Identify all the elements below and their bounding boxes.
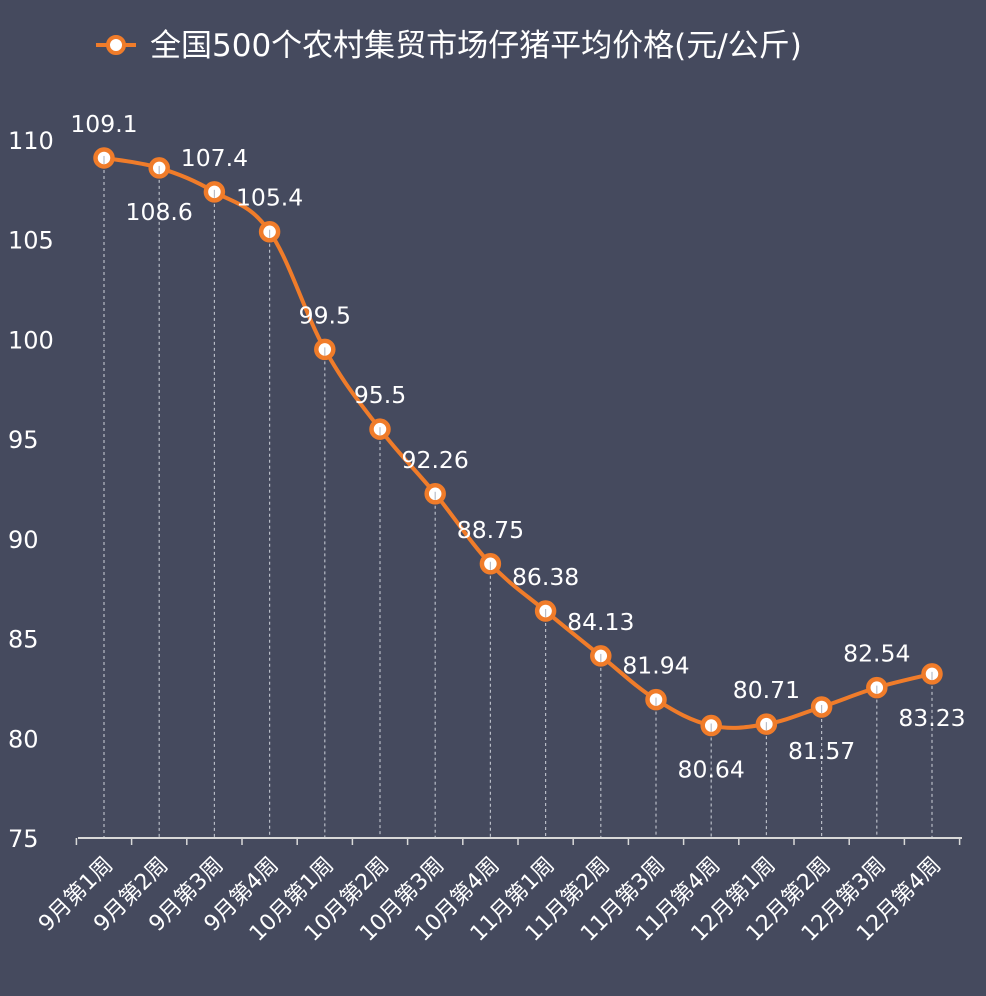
y-tick-label: 85 [8, 626, 39, 654]
chart-title: 全国500个农村集贸市场仔猪平均价格(元/公斤) [150, 28, 802, 64]
drop-lines [103, 157, 933, 838]
series-line [103, 155, 933, 730]
y-tick-label: 95 [8, 426, 39, 454]
data-label: 81.94 [622, 652, 689, 680]
legend-marker-swatch [106, 35, 126, 55]
y-tick-label: 105 [8, 227, 54, 255]
data-label: 99.5 [299, 301, 351, 329]
y-tick-label: 100 [8, 326, 54, 354]
data-label: 83.23 [898, 704, 965, 732]
data-label: 95.5 [354, 381, 406, 409]
y-tick-label: 110 [8, 127, 54, 155]
data-label: 108.6 [126, 198, 193, 226]
data-label: 80.64 [678, 756, 745, 784]
data-label: 84.13 [567, 608, 634, 636]
data-label: 88.75 [457, 516, 524, 544]
y-tick-label: 75 [8, 825, 39, 853]
y-axis: 75 80 85 90 95 100 105 110 [8, 127, 54, 853]
series-group: 109.1 108.6 107.4 105.4 99.5 95.5 92.26 88.75 86… [70, 110, 965, 784]
data-label: 109.1 [70, 110, 137, 138]
data-label: 81.57 [788, 737, 855, 765]
x-tick-labels: 9月第1周9月第2周9月第3周9月第4周10月第1周10月第2周10月第3周10… [34, 853, 946, 947]
data-label: 105.4 [236, 184, 303, 212]
data-label: 82.54 [843, 640, 910, 668]
x-axis [75, 837, 962, 845]
y-tick-label: 80 [8, 725, 39, 753]
legend: 全国500个农村集贸市场仔猪平均价格(元/公斤) [96, 28, 802, 64]
y-tick-label: 90 [8, 526, 39, 554]
data-label: 107.4 [181, 144, 248, 172]
data-label: 86.38 [512, 563, 579, 591]
data-label: 92.26 [402, 446, 469, 474]
data-label: 80.71 [733, 676, 800, 704]
